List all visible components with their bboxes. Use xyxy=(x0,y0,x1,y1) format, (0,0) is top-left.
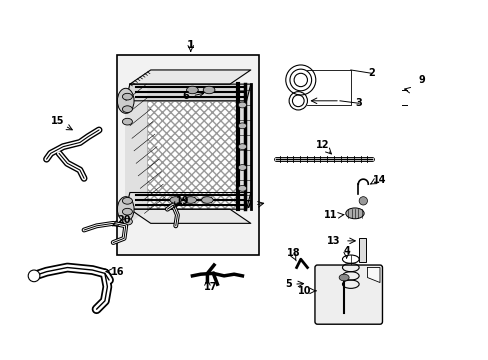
Polygon shape xyxy=(130,209,250,223)
Ellipse shape xyxy=(186,86,198,94)
Ellipse shape xyxy=(339,274,348,281)
Text: 15: 15 xyxy=(51,116,64,126)
Text: 14: 14 xyxy=(372,175,386,185)
Polygon shape xyxy=(125,84,250,101)
Ellipse shape xyxy=(117,197,134,222)
Polygon shape xyxy=(125,193,250,209)
Ellipse shape xyxy=(203,86,215,94)
Polygon shape xyxy=(130,70,250,84)
Polygon shape xyxy=(125,84,146,226)
Ellipse shape xyxy=(238,123,246,129)
Text: 12: 12 xyxy=(315,140,328,150)
Text: 13: 13 xyxy=(326,236,340,246)
Ellipse shape xyxy=(122,219,132,225)
Text: 20: 20 xyxy=(117,215,131,225)
Ellipse shape xyxy=(238,144,246,149)
Bar xyxy=(358,238,365,262)
Ellipse shape xyxy=(184,197,196,203)
Polygon shape xyxy=(238,84,250,209)
Ellipse shape xyxy=(122,118,132,125)
Text: 16: 16 xyxy=(110,267,124,277)
Ellipse shape xyxy=(169,197,181,203)
Text: 18: 18 xyxy=(287,248,300,258)
Text: 4: 4 xyxy=(343,246,349,256)
Text: 17: 17 xyxy=(203,282,217,292)
Text: 9: 9 xyxy=(417,75,424,85)
Bar xyxy=(117,55,259,255)
Text: 19: 19 xyxy=(175,196,189,206)
Ellipse shape xyxy=(201,197,213,203)
Bar xyxy=(146,101,238,209)
Text: 7: 7 xyxy=(244,200,251,210)
Text: 11: 11 xyxy=(324,210,337,220)
Ellipse shape xyxy=(345,208,364,219)
Text: 5: 5 xyxy=(285,279,291,289)
Ellipse shape xyxy=(238,102,246,108)
Text: 6: 6 xyxy=(182,91,189,101)
Text: 2: 2 xyxy=(367,68,374,78)
Ellipse shape xyxy=(238,185,246,191)
Text: 3: 3 xyxy=(355,98,362,108)
Ellipse shape xyxy=(122,198,132,204)
Circle shape xyxy=(28,270,40,282)
Ellipse shape xyxy=(238,165,246,170)
Text: 10: 10 xyxy=(298,286,311,296)
Polygon shape xyxy=(366,267,379,283)
FancyBboxPatch shape xyxy=(314,265,382,324)
Ellipse shape xyxy=(122,208,132,215)
Text: 1: 1 xyxy=(186,40,194,50)
Ellipse shape xyxy=(122,93,132,100)
Circle shape xyxy=(358,197,366,205)
Ellipse shape xyxy=(122,106,132,112)
Ellipse shape xyxy=(117,88,134,113)
